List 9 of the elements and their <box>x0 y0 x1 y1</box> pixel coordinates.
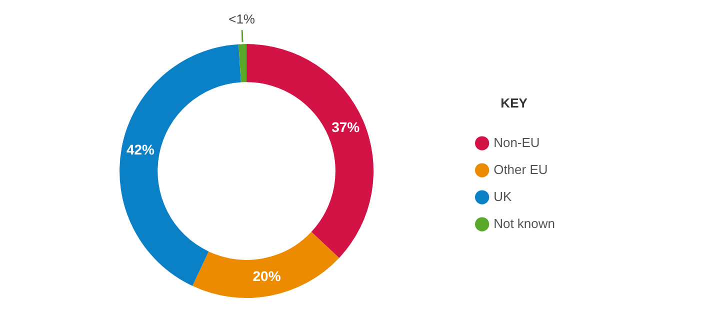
legend-title: KEY <box>500 95 528 110</box>
data-label: 37% <box>332 118 360 135</box>
data-label: 42% <box>126 142 156 158</box>
legend-label: Non-EU <box>494 134 540 150</box>
data-label: <1% <box>228 12 256 27</box>
legend-label: Not known <box>494 216 555 231</box>
data-label: 20% <box>252 268 282 284</box>
legend-label: UK <box>494 188 512 204</box>
legend-label: Other EU <box>494 162 548 177</box>
